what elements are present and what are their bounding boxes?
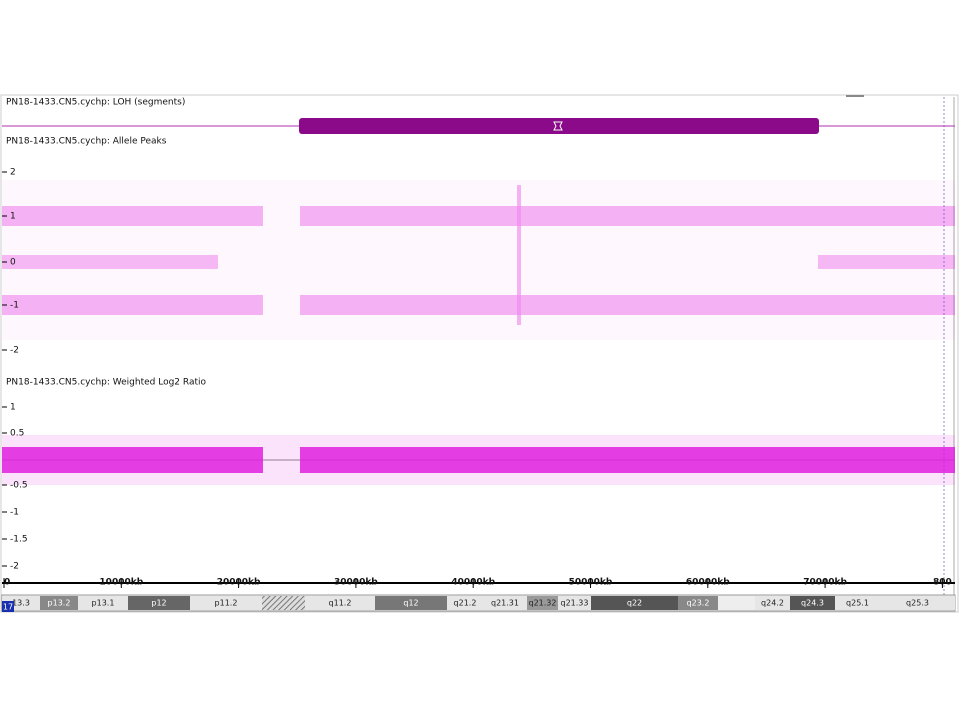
ruler-label: 60000kb [686, 578, 730, 588]
chromosome-name: 17 [3, 603, 13, 612]
band-label: q21.32 [529, 599, 557, 608]
band [375, 596, 447, 610]
tick-label: -2 [10, 346, 19, 356]
band [527, 596, 558, 610]
band [678, 596, 718, 610]
ruler-label: 30000kb [334, 578, 378, 588]
chromosome-badge [2, 601, 14, 612]
band-label: p12 [151, 599, 166, 608]
ruler-label: 70000kb [803, 578, 847, 588]
band-label: q21.2 [454, 599, 477, 608]
handle[interactable] [846, 95, 864, 97]
band-label: q21.31 [491, 599, 519, 608]
band [755, 596, 790, 610]
band [558, 596, 591, 610]
band [305, 596, 375, 610]
tick-label: 2 [10, 168, 16, 178]
tick-label: 1 [10, 212, 16, 222]
band-label: q25.1 [846, 599, 869, 608]
band [591, 596, 678, 610]
allele-clouds [2, 185, 955, 325]
band-label: q21.33 [561, 599, 589, 608]
band [790, 596, 835, 610]
ideogram-bands: 13.3 p13.2 p13.1 p12 p11.2 q11.2 q12 q21.2 q21.3… [2, 596, 955, 610]
tick-label: -0.5 [10, 481, 28, 491]
track-label: PN18-1433.CN5.cychp: Weighted Log2 Ratio [6, 378, 206, 388]
ruler-label: 10000kb [99, 578, 143, 588]
tick-label: -1.5 [10, 535, 28, 545]
band [835, 596, 880, 610]
band-label: q25.3 [906, 599, 929, 608]
band [128, 596, 190, 610]
band-label: q11.2 [329, 599, 352, 608]
tick-label: -1 [10, 301, 19, 311]
ruler-label: 40000kb [451, 578, 495, 588]
log2-clouds [2, 435, 955, 485]
segment-icon [553, 121, 563, 131]
centromere [262, 596, 305, 610]
band-label: q12 [403, 599, 418, 608]
tick-label: -2 [10, 562, 19, 572]
band [190, 596, 262, 610]
band [447, 596, 483, 610]
ruler-label: 50000kb [569, 578, 613, 588]
band-label: 13.3 [12, 599, 30, 608]
tick-label: -1 [10, 508, 19, 518]
band-label: q24.2 [761, 599, 784, 608]
tick-label: 0.5 [10, 429, 24, 439]
band-label: q22 [627, 599, 642, 608]
band [40, 596, 78, 610]
tick-label: 1 [10, 403, 16, 413]
loh-segment[interactable] [299, 118, 819, 134]
tick-label: 0 [10, 258, 16, 268]
band [483, 596, 527, 610]
band-label: q24.3 [801, 599, 824, 608]
band-label: q23.2 [687, 599, 710, 608]
ruler-label: 0 [4, 578, 10, 588]
band [880, 596, 955, 610]
band-label: p13.2 [48, 599, 71, 608]
panel [0, 94, 959, 613]
ruler: 0 10000kb 20000kb 30000kb 40000kb 50000kb 6000… [3, 578, 952, 588]
band [78, 596, 128, 610]
band-label: p13.1 [92, 599, 115, 608]
band-label: p11.2 [215, 599, 238, 608]
ruler-label: 20000kb [217, 578, 261, 588]
track-label: PN18-1433.CN5.cychp: Allele Peaks [6, 137, 167, 147]
track-label: PN18-1433.CN5.cychp: LOH (segments) [6, 98, 185, 108]
ruler-label: 800 [933, 578, 952, 588]
